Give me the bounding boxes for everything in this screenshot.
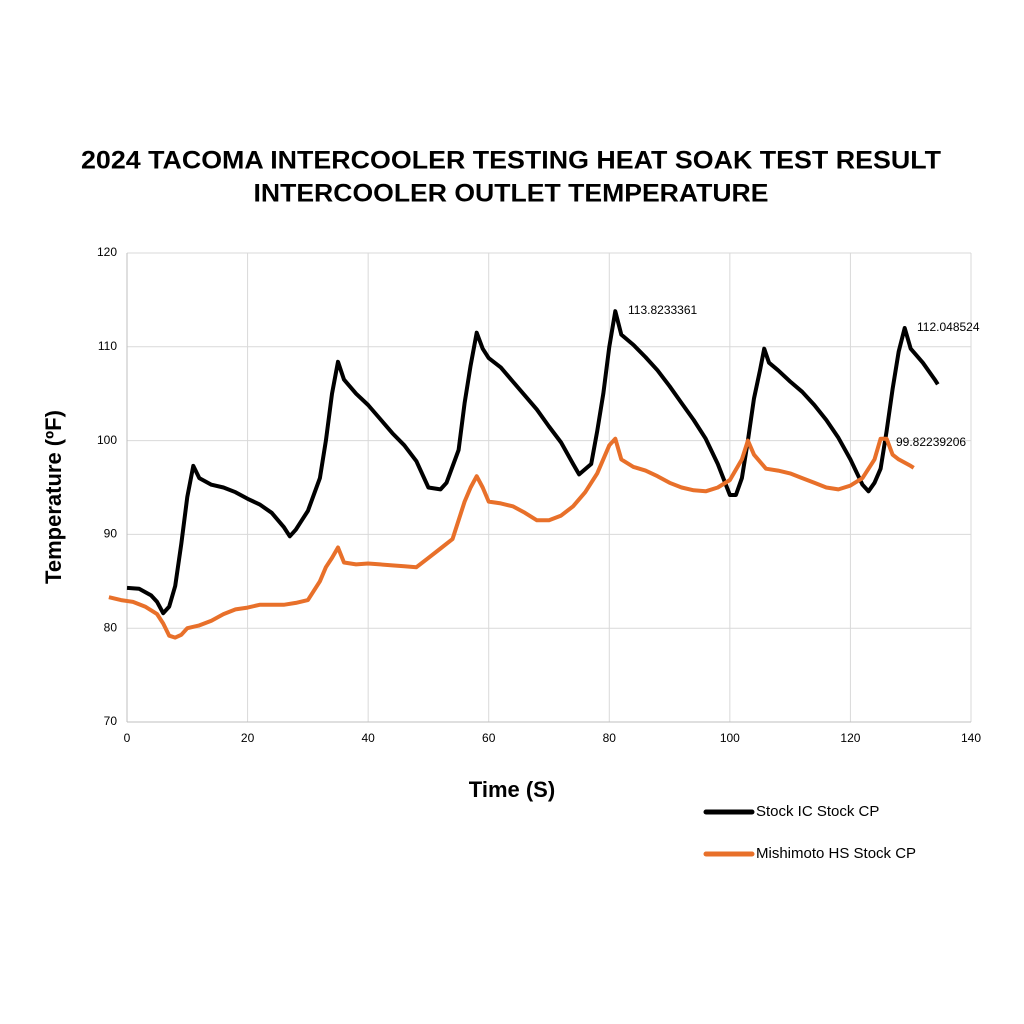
x-tick-label: 40: [361, 731, 375, 745]
y-tick-label: 110: [98, 339, 117, 353]
x-tick-label: 60: [482, 731, 496, 745]
legend-label: Stock IC Stock CP: [756, 803, 879, 820]
chart-title: INTERCOOLER OUTLET TEMPERATURE: [254, 180, 769, 208]
x-tick-label: 0: [124, 731, 131, 745]
annotation: 99.82239206: [896, 435, 966, 449]
x-tick-label: 20: [241, 731, 255, 745]
y-tick-label: 90: [104, 527, 118, 541]
y-axis-label: Temperature (ºF): [41, 410, 66, 584]
y-tick-label: 80: [104, 620, 118, 634]
legend-label: Mishimoto HS Stock CP: [756, 845, 916, 862]
annotation: 113.8233361: [628, 303, 698, 317]
y-tick-label: 100: [97, 433, 117, 447]
x-tick-label: 80: [603, 731, 617, 745]
series-line: [126, 309, 940, 616]
x-tick-label: 140: [961, 731, 981, 745]
x-axis-label: Time (S): [469, 777, 555, 802]
series-line: [108, 436, 915, 640]
chart-title: 2024 TACOMA INTERCOOLER TESTING HEAT SOA…: [81, 147, 941, 175]
annotation: 112.048524: [917, 320, 980, 334]
x-tick-label: 100: [720, 731, 740, 745]
y-tick-label: 120: [97, 245, 117, 259]
x-tick-label: 120: [840, 731, 860, 745]
y-tick-label: 70: [104, 714, 118, 728]
